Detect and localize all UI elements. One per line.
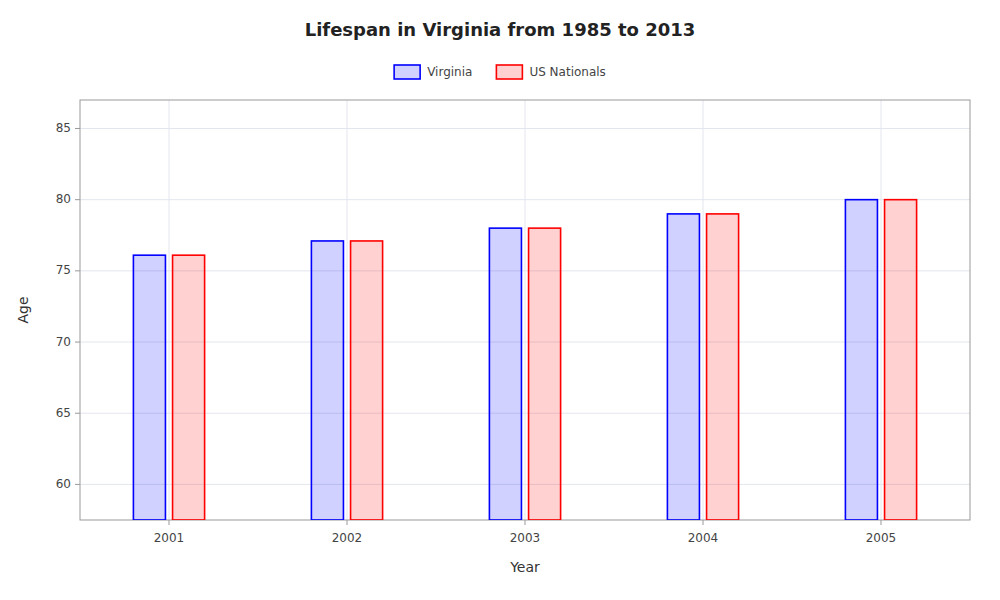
x-tick-label: 2004 [688,531,719,545]
x-tick-label: 2005 [866,531,897,545]
y-tick [75,270,80,271]
bar [707,214,739,520]
x-axis-label: Year [509,559,540,575]
bar [489,228,521,520]
legend-label: Virginia [427,65,472,79]
legend-label: US Nationals [529,65,605,79]
bar [133,255,165,520]
background [0,0,1000,600]
bar [173,255,205,520]
y-tick [75,199,80,200]
y-tick-label: 65 [56,406,71,420]
x-tick-label: 2001 [154,531,185,545]
y-tick-label: 75 [56,263,71,277]
bar [885,200,917,520]
plot-frame [80,100,970,520]
y-tick-label: 85 [56,121,71,135]
y-tick [75,128,80,129]
bar [845,200,877,520]
x-grid-line [169,100,170,520]
x-tick-label: 2002 [332,531,363,545]
y-tick-label: 60 [56,477,71,491]
x-grid-line [703,100,704,520]
x-tick [881,520,882,525]
x-tick-label: 2003 [510,531,541,545]
y-tick [75,413,80,414]
y-tick-label: 70 [56,335,71,349]
bar [351,241,383,520]
x-tick [169,520,170,525]
chart: 60 65 70 75 80 85 2001 2002 2003 2004 2005 Year Age L… [0,0,1000,600]
legend: Virginia US Nationals [394,65,606,80]
title: Lifespan in Virginia from 1985 to 2013 [305,19,696,40]
x-grid-line [347,100,348,520]
x-grid-line [525,100,526,520]
x-tick [703,520,704,525]
bar [529,228,561,520]
bar [311,241,343,520]
y-tick [75,342,80,343]
bars [133,200,916,520]
y-tick [75,484,80,485]
y-axis-label: Age [15,296,31,323]
grid [80,100,970,520]
x-tick [525,520,526,525]
legend-swatch [496,65,522,79]
x-tick [347,520,348,525]
y-tick-label: 80 [56,192,71,206]
legend-swatch [394,65,420,79]
x-grid-line [881,100,882,520]
bar [667,214,699,520]
